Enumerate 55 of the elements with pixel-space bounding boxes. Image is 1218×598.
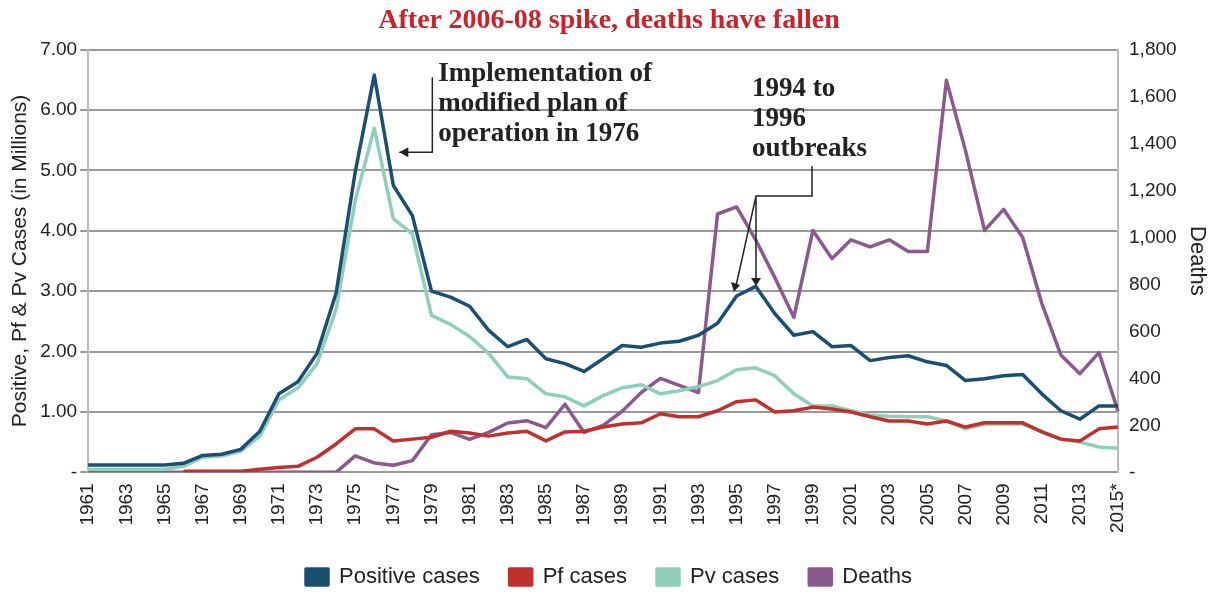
x-tick-label: 1983 xyxy=(495,483,517,526)
annotation: Implementation of modified plan of operation in 1976 xyxy=(438,57,654,148)
y2-tick-label: 1,400 xyxy=(1129,131,1177,153)
y-axis-title: Positive, Pf & Pv Cases (in Millions) xyxy=(7,94,31,428)
x-tick-label: 1967 xyxy=(190,483,212,526)
y2-tick-label: 200 xyxy=(1129,413,1161,435)
x-tick-label: 1993 xyxy=(686,483,708,526)
y2-tick-label: 600 xyxy=(1129,319,1161,341)
y2-tick-label: 1,600 xyxy=(1129,84,1177,106)
x-tick-label: 1971 xyxy=(267,483,289,526)
x-tick-label: 1977 xyxy=(381,483,403,526)
x-tick-label: 2015* xyxy=(1106,482,1128,534)
x-tick-label: 1997 xyxy=(763,483,784,526)
y2-tick-label: 400 xyxy=(1129,366,1161,388)
x-tick-label: 1973 xyxy=(305,483,327,526)
x-tick-label: 1989 xyxy=(610,483,632,526)
y2-axis-title: Deaths xyxy=(1185,226,1211,296)
y2-tick-label: 1,800 xyxy=(1129,37,1177,59)
y-tick-label: 4.00 xyxy=(40,219,78,241)
x-tick-label: 1995 xyxy=(724,483,746,526)
x-tick-label: 2011 xyxy=(1030,483,1051,525)
x-tick-label: 2003 xyxy=(877,483,899,526)
y-tick-label: 5.00 xyxy=(40,158,78,180)
legend-label: Positive cases xyxy=(339,563,480,589)
y-tick-label: 1.00 xyxy=(40,400,78,422)
x-tick-label: 1969 xyxy=(228,483,250,526)
x-tick-label: 1999 xyxy=(801,483,823,526)
x-tick-label: 2009 xyxy=(991,483,1013,526)
y2-tick-label: 1,000 xyxy=(1129,225,1177,247)
legend-label: Pf cases xyxy=(542,563,628,589)
x-tick-label: 2005 xyxy=(915,483,937,526)
x-tick-label: 2013 xyxy=(1068,483,1090,526)
x-tick-label: 1987 xyxy=(572,483,594,526)
y2-tick-label: 800 xyxy=(1129,272,1161,294)
x-tick-label: 1981 xyxy=(457,483,479,526)
y2-tick-label: - xyxy=(1129,460,1136,482)
x-tick-label: 1965 xyxy=(152,483,174,526)
chart-title: After 2006-08 spike, deaths have fallen xyxy=(378,3,841,35)
x-tick-label: 1961 xyxy=(76,483,98,526)
y-tick-label: 2.00 xyxy=(40,339,78,361)
y2-tick-label: 1,200 xyxy=(1129,178,1177,200)
x-tick-label: 2001 xyxy=(839,483,861,526)
x-tick-label: 1963 xyxy=(114,483,136,526)
x-tick-label: 1985 xyxy=(534,483,556,526)
x-tick-label: 1991 xyxy=(648,483,670,526)
x-tick-label: 1975 xyxy=(343,483,365,526)
legend-label: Pv cases xyxy=(690,563,780,589)
y-tick-label: 3.00 xyxy=(40,279,78,301)
legend-label: Deaths xyxy=(842,563,912,589)
annotation: 1994 to 1996 outbreaks xyxy=(752,72,869,162)
x-tick-label: 1979 xyxy=(419,483,441,526)
y-tick-label: - xyxy=(70,460,78,482)
y-tick-label: 6.00 xyxy=(40,98,78,120)
x-tick-label: 2007 xyxy=(953,483,975,526)
y-tick-label: 7.00 xyxy=(40,37,78,59)
